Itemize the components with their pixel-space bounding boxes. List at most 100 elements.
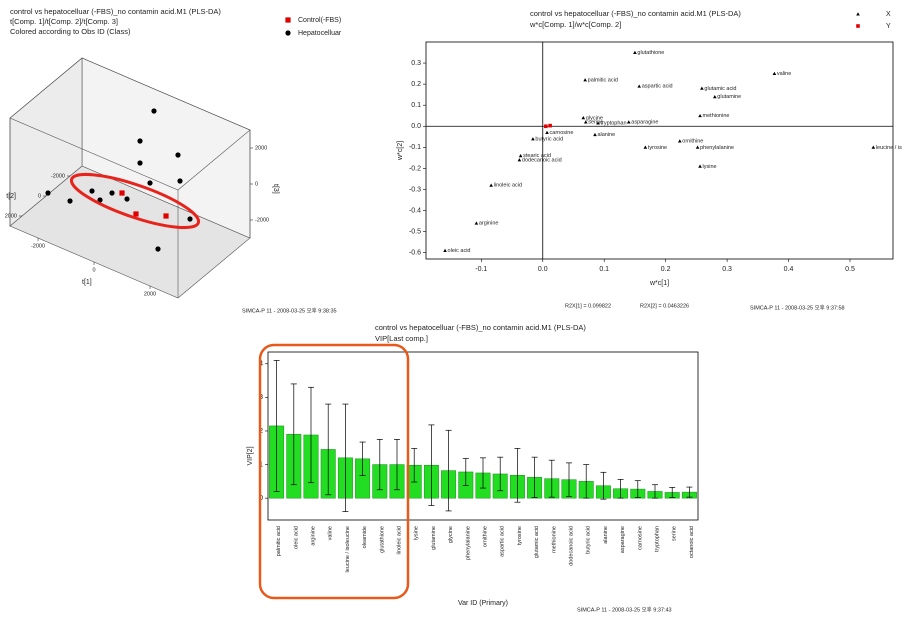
point: [772, 71, 777, 76]
point-label: butyric acid: [535, 136, 563, 142]
point: [151, 108, 157, 114]
y-axis-label: w*c[2]: [397, 141, 404, 161]
point: [163, 213, 169, 219]
point: [548, 123, 552, 128]
chart-subtitle: VIP[Last comp.]: [375, 334, 428, 343]
point-label: tyrosine: [648, 145, 667, 151]
point: [137, 138, 143, 144]
point-label: oleic acid: [448, 248, 471, 254]
point-label: aspartic acid: [642, 84, 673, 90]
point: [545, 130, 549, 135]
y-tick-label: 2000: [5, 213, 17, 219]
point: [593, 132, 597, 137]
plot-area: [267, 351, 699, 521]
highlight-ellipse: [69, 172, 201, 230]
x-tick-label: 0.1: [599, 266, 609, 273]
x-tick-label: lysine: [414, 526, 420, 540]
y-tick-label: -0.1: [409, 144, 421, 151]
point-label: serine: [588, 120, 603, 126]
x-tick-label: oleic acid: [293, 526, 299, 549]
annotation: R2X[2] = 0.0463226: [640, 303, 689, 309]
chart-title: control vs hepatocelluar (-FBS)_no conta…: [530, 9, 741, 18]
point: [583, 120, 588, 124]
point: [175, 152, 181, 158]
point-label: tryptophan: [601, 121, 627, 127]
legend-marker: [856, 24, 860, 28]
point: [871, 145, 876, 149]
x-tick-label: leucine / isoleucine: [345, 526, 351, 572]
point-label: phenylalanine: [700, 145, 734, 151]
point: [677, 139, 682, 143]
point: [187, 216, 193, 222]
y-axis-label: VIP[2]: [247, 446, 254, 465]
plot-area: [425, 41, 894, 260]
x-tick-label: -2000: [31, 243, 45, 249]
point: [531, 137, 535, 141]
y-tick-label: 0.2: [411, 81, 421, 88]
chart-caption: Colored according to Obs ID (Class): [10, 27, 131, 36]
point: [700, 86, 704, 90]
x-tick-label: dodecanoic acid: [568, 526, 574, 566]
point-label: glutathione: [637, 50, 664, 56]
x-tick-label: palmitic acid: [276, 526, 282, 556]
legend-marker: [285, 17, 291, 23]
chart-subtitle: w*c[Comp. 1]/w*c[Comp. 2]: [529, 20, 621, 29]
point: [137, 160, 143, 166]
point: [489, 183, 493, 187]
x-tick-label: octanoic acid: [689, 526, 695, 558]
x-tick-label: 0.5: [845, 266, 855, 273]
x-tick-label: methionine: [551, 526, 557, 553]
x-tick-label: phenylalanine: [465, 526, 471, 560]
x-tick-label: serine: [672, 526, 678, 541]
point: [518, 153, 523, 158]
y-tick-label: -0.5: [409, 228, 421, 235]
point-label: carnosine: [550, 130, 574, 136]
legend-label: Hepatocelluar: [298, 30, 342, 37]
point: [643, 145, 648, 149]
chart-subtitle: t[Comp. 1]/t[Comp. 2]/t[Comp. 3]: [10, 17, 118, 26]
x-tick-label: aspartic acid: [500, 526, 506, 557]
x-axis-label: w*c[1]: [649, 280, 669, 287]
point: [124, 196, 130, 202]
point: [443, 248, 447, 253]
x-tick-label: glutathione: [379, 526, 385, 553]
point: [633, 50, 637, 54]
legend-label: X: [886, 11, 891, 18]
annotation: R2X[1] = 0.099822: [565, 303, 611, 309]
point: [177, 178, 183, 184]
point-label: ornithine: [682, 138, 703, 144]
x-axis-label: Var ID (Primary): [458, 600, 508, 607]
point-label: linoleic acid: [494, 183, 522, 189]
highlight-box: [258, 343, 410, 600]
x-tick-label: carnosine: [637, 526, 643, 550]
x-tick-label: 0.2: [661, 266, 671, 273]
x-tick-label: glutamic acid: [534, 526, 540, 558]
point-label: stearic acid: [523, 153, 551, 159]
y-tick-label: -0.2: [409, 165, 421, 172]
legend-label: Control(-FBS): [298, 17, 341, 24]
charts: control vs hepatocelluar (-FBS)_no conta…: [5, 7, 902, 613]
point-label: glycine: [586, 115, 603, 121]
y-tick-label: 0.1: [411, 102, 421, 109]
point-label: arginine: [479, 221, 499, 227]
footer: SIMCA-P 11 - 2008-03-25 오후 9:37:58: [750, 304, 845, 311]
point-label: palmitic acid: [588, 77, 618, 83]
y-tick-label: -2000: [51, 173, 65, 179]
y-axis-label: t[2]: [6, 193, 16, 200]
z-axis-label: t[3]: [272, 184, 279, 194]
y-tick-label: -0.6: [409, 250, 421, 257]
y-tick-label: -0.4: [409, 207, 421, 214]
x-tick-label: -0.1: [475, 266, 487, 273]
point: [698, 164, 702, 168]
chart-title: control vs hepatocelluar (-FBS)_no conta…: [10, 7, 221, 16]
x-tick-label: glutamine: [431, 526, 437, 550]
x-tick-label: 0.3: [722, 266, 732, 273]
x-tick-label: alanine: [603, 526, 609, 544]
point: [119, 190, 125, 196]
point-label: dodecanoic acid: [522, 157, 562, 163]
point: [695, 145, 700, 149]
x-tick-label: 0: [92, 267, 95, 273]
point-label: methionine: [703, 113, 730, 119]
point: [698, 113, 702, 118]
